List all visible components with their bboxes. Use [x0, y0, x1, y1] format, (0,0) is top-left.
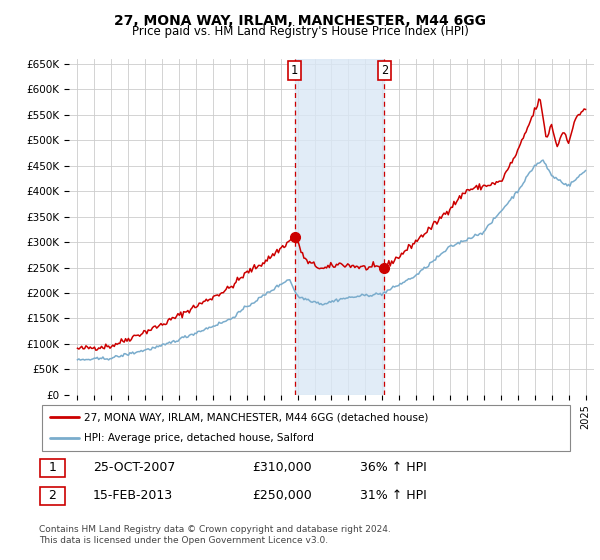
Text: Price paid vs. HM Land Registry's House Price Index (HPI): Price paid vs. HM Land Registry's House …	[131, 25, 469, 38]
Text: 1: 1	[291, 64, 298, 77]
Bar	[295, 59, 385, 395]
Text: 27, MONA WAY, IRLAM, MANCHESTER, M44 6GG: 27, MONA WAY, IRLAM, MANCHESTER, M44 6GG	[114, 14, 486, 28]
Text: Contains HM Land Registry data © Crown copyright and database right 2024.
This d: Contains HM Land Registry data © Crown c…	[39, 525, 391, 545]
Text: 36% ↑ HPI: 36% ↑ HPI	[360, 461, 427, 474]
Text: 1: 1	[49, 461, 56, 474]
Text: 25-OCT-2007: 25-OCT-2007	[93, 461, 175, 474]
Text: 27, MONA WAY, IRLAM, MANCHESTER, M44 6GG (detached house): 27, MONA WAY, IRLAM, MANCHESTER, M44 6GG…	[84, 412, 428, 422]
Text: HPI: Average price, detached house, Salford: HPI: Average price, detached house, Salf…	[84, 433, 314, 444]
Text: 2: 2	[381, 64, 388, 77]
Text: 2: 2	[49, 489, 56, 502]
Text: £250,000: £250,000	[252, 489, 312, 502]
Text: £310,000: £310,000	[252, 461, 311, 474]
Text: 15-FEB-2013: 15-FEB-2013	[93, 489, 173, 502]
Text: 31% ↑ HPI: 31% ↑ HPI	[360, 489, 427, 502]
